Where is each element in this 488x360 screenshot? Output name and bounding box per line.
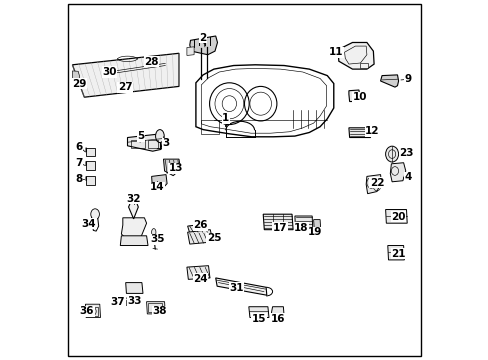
Polygon shape xyxy=(348,90,359,102)
Text: 24: 24 xyxy=(193,274,207,284)
Text: 28: 28 xyxy=(144,57,159,67)
Text: 15: 15 xyxy=(251,314,265,324)
Polygon shape xyxy=(387,246,404,260)
Polygon shape xyxy=(294,216,312,232)
Ellipse shape xyxy=(91,209,99,220)
Polygon shape xyxy=(128,195,138,219)
Text: 32: 32 xyxy=(126,194,141,204)
Bar xyxy=(87,307,98,316)
Polygon shape xyxy=(389,163,405,182)
Text: 36: 36 xyxy=(80,306,94,316)
Polygon shape xyxy=(121,218,146,241)
Polygon shape xyxy=(186,47,194,55)
Bar xyxy=(359,63,367,68)
Text: 22: 22 xyxy=(369,178,384,188)
Polygon shape xyxy=(91,217,99,231)
Text: 17: 17 xyxy=(272,222,286,233)
Polygon shape xyxy=(163,159,180,176)
Text: 31: 31 xyxy=(229,283,244,293)
Text: 16: 16 xyxy=(270,314,285,324)
Polygon shape xyxy=(125,283,142,293)
Polygon shape xyxy=(186,266,209,279)
Polygon shape xyxy=(86,148,95,156)
Polygon shape xyxy=(248,307,268,318)
Polygon shape xyxy=(187,224,207,233)
Bar xyxy=(201,120,218,134)
Polygon shape xyxy=(86,161,95,170)
Bar xyxy=(148,140,158,148)
Bar xyxy=(148,303,162,312)
Text: 9: 9 xyxy=(404,74,411,84)
Polygon shape xyxy=(337,42,373,69)
Text: 21: 21 xyxy=(390,249,405,259)
Text: 33: 33 xyxy=(127,296,142,306)
Polygon shape xyxy=(86,176,95,185)
Text: 7: 7 xyxy=(75,158,82,168)
Text: 30: 30 xyxy=(102,67,117,77)
Polygon shape xyxy=(72,53,179,97)
Text: 29: 29 xyxy=(72,78,86,89)
Text: 2: 2 xyxy=(199,33,206,43)
Text: 26: 26 xyxy=(193,220,207,230)
Bar xyxy=(119,300,125,304)
Polygon shape xyxy=(380,75,398,87)
Polygon shape xyxy=(263,214,292,230)
Text: 3: 3 xyxy=(162,138,169,148)
Text: 1: 1 xyxy=(222,113,229,123)
Text: 11: 11 xyxy=(328,47,343,57)
Ellipse shape xyxy=(155,130,164,143)
Polygon shape xyxy=(187,230,212,244)
Polygon shape xyxy=(118,298,128,305)
Ellipse shape xyxy=(151,229,156,236)
Polygon shape xyxy=(72,71,80,80)
Polygon shape xyxy=(72,79,80,88)
Polygon shape xyxy=(189,36,217,55)
Text: 27: 27 xyxy=(118,82,132,92)
Text: 35: 35 xyxy=(150,234,164,244)
Text: 38: 38 xyxy=(152,306,167,316)
Polygon shape xyxy=(348,128,370,138)
Text: 8: 8 xyxy=(75,174,82,184)
Text: 4: 4 xyxy=(404,172,411,182)
Ellipse shape xyxy=(385,146,398,162)
Text: 19: 19 xyxy=(307,227,321,237)
Text: 6: 6 xyxy=(75,141,82,152)
Polygon shape xyxy=(313,220,320,231)
Polygon shape xyxy=(127,134,162,151)
Polygon shape xyxy=(366,175,381,194)
Text: 18: 18 xyxy=(293,222,308,233)
Text: 5: 5 xyxy=(137,131,144,141)
Text: 25: 25 xyxy=(206,233,221,243)
Text: 20: 20 xyxy=(390,212,405,222)
Polygon shape xyxy=(146,302,165,314)
Polygon shape xyxy=(385,210,407,223)
Polygon shape xyxy=(85,304,101,318)
Polygon shape xyxy=(215,278,266,295)
Text: 14: 14 xyxy=(150,182,164,192)
Text: 37: 37 xyxy=(110,297,125,307)
Text: 34: 34 xyxy=(81,219,96,229)
Polygon shape xyxy=(151,175,167,190)
Polygon shape xyxy=(120,236,148,246)
Text: 10: 10 xyxy=(352,92,366,102)
Bar xyxy=(131,140,144,148)
Polygon shape xyxy=(271,307,284,319)
Text: 13: 13 xyxy=(168,163,183,174)
Text: 12: 12 xyxy=(365,126,379,136)
Text: 23: 23 xyxy=(398,148,413,158)
